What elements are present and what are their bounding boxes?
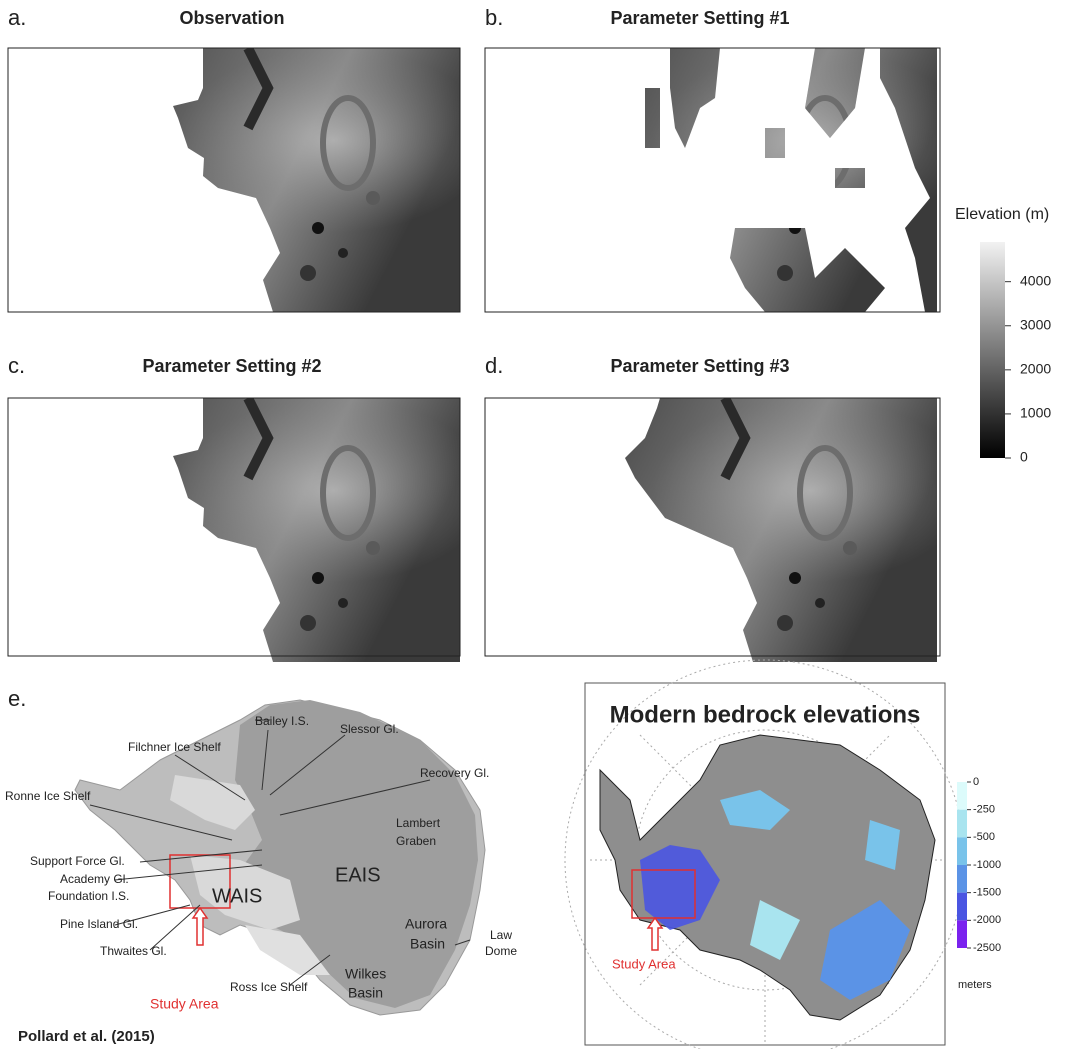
citation: Pollard et al. (2015) (18, 1028, 155, 1045)
map-d (485, 398, 940, 662)
map-label: Filchner Ice Shelf (128, 740, 221, 754)
panel-letter: a. (8, 5, 26, 30)
panel-letter: d. (485, 353, 503, 378)
panel-title: Observation (179, 8, 284, 28)
colorbar-tick-label: 2000 (1020, 361, 1051, 377)
colorbar-unit: meters (958, 979, 992, 991)
colorbar-segment (957, 920, 967, 948)
colorbar-tick-label: -2500 (973, 942, 1001, 954)
map-label: Slessor Gl. (340, 722, 399, 736)
map-b (485, 48, 940, 312)
study-area-label: Study Area (150, 996, 219, 1012)
map-label: Law (490, 928, 512, 942)
colorbar-segment (957, 865, 967, 893)
map-label: Foundation I.S. (48, 889, 129, 903)
colorbar-tick-label: 0 (1020, 449, 1028, 465)
map-label: Pine Island Gl. (60, 917, 138, 931)
map-label: Aurora (405, 916, 447, 932)
colorbar-tick-label: -2000 (973, 914, 1001, 926)
colorbar-tick-label: -500 (973, 831, 995, 843)
panel-title: Parameter Setting #2 (142, 356, 321, 376)
panel-letter: b. (485, 5, 503, 30)
page: { "panels": [ {"letter": "a.", "title": … (0, 0, 1079, 1049)
colorbar-segment (957, 837, 967, 865)
map-label: Ronne Ice Shelf (5, 789, 91, 803)
map-label: EAIS (335, 864, 381, 886)
colorbar-tick-label: 0 (973, 776, 979, 788)
panel-title: Parameter Setting #3 (610, 356, 789, 376)
colorbar-segment (957, 893, 967, 921)
map-label: Lambert (396, 816, 441, 830)
colorbar-title: Elevation (m) (955, 206, 1049, 223)
elevation-colorbar (980, 242, 1005, 458)
colorbar-tick-label: 3000 (1020, 316, 1051, 332)
panel-letter: c. (8, 353, 25, 378)
map-c (8, 398, 460, 662)
colorbar-tick-label: -1000 (973, 859, 1001, 871)
map-label: Ross Ice Shelf (230, 980, 308, 994)
map-label: Wilkes (345, 966, 386, 982)
panel-letter: e. (8, 686, 26, 711)
colorbar-tick-label: -250 (973, 804, 995, 816)
map-label: Basin (348, 985, 383, 1001)
bedrock-title: Modern bedrock elevations (610, 701, 921, 728)
colorbar-tick-label: 4000 (1020, 272, 1051, 288)
map-label: Academy Gl. (60, 872, 129, 886)
panel-title: Parameter Setting #1 (610, 8, 789, 28)
map-label: Thwaites Gl. (100, 944, 167, 958)
colorbar-segment (957, 782, 967, 810)
map-label: Graben (396, 834, 436, 848)
map-label: Bailey I.S. (255, 714, 309, 728)
map-label: Dome (485, 944, 517, 958)
colorbar-tick-label: 1000 (1020, 405, 1051, 421)
colorbar-segment (957, 810, 967, 838)
map-label: Basin (410, 936, 445, 952)
map-label: Recovery Gl. (420, 766, 489, 780)
map-label: Support Force Gl. (30, 854, 125, 868)
study-area-label: Study Area (612, 956, 676, 971)
colorbar-tick-label: -1500 (973, 887, 1001, 899)
figure: Elevation (m) a. Observation b. Parameter S… (0, 0, 1079, 1049)
map-a (8, 48, 460, 312)
map-label: WAIS (212, 885, 262, 907)
